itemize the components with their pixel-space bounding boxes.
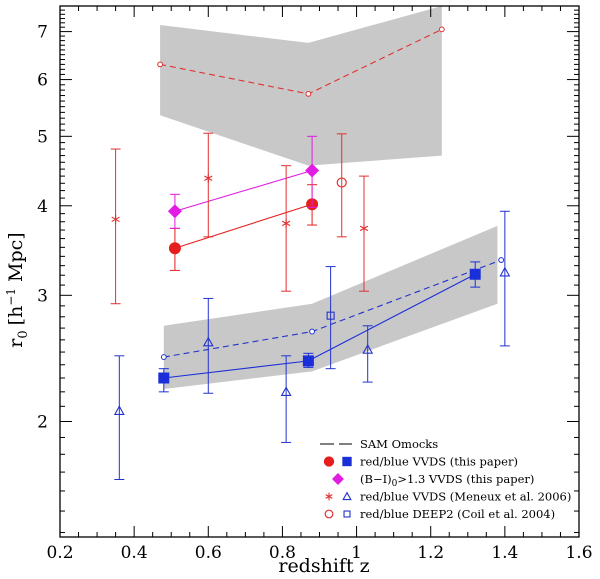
data-point-blue-vvds-this-paper <box>158 372 170 384</box>
series-line-red-vvds-this-paper <box>174 203 313 249</box>
data-point-sam-omocks-blue <box>498 257 505 263</box>
x-tick-label: 0.6 <box>195 543 222 563</box>
data-point-b-i-0-1-3-vvds-this-paper <box>305 163 320 178</box>
data-point-blue-deep2-coil-et-al-2004 <box>326 311 335 320</box>
y-tick-label: 7 <box>37 23 48 43</box>
legend-symbol-open-triangle <box>342 491 352 501</box>
y-label-sub: 0 <box>16 330 31 338</box>
data-point-red-vvds-meneux-et-al-2006 <box>204 173 213 183</box>
legend-label: red/blue VVDS (Meneux et al. 2006) <box>360 490 571 504</box>
legend-label: SAM Omocks <box>360 437 438 451</box>
data-point-sam-omocks-blue <box>160 354 167 360</box>
x-tick-label: 1.2 <box>417 543 444 563</box>
y-tick-label: 6 <box>37 71 48 91</box>
sam-band-0 <box>160 6 442 166</box>
data-point-red-deep2-coil-et-al-2004 <box>336 177 347 188</box>
y-tick-label: 3 <box>37 286 48 306</box>
y-tick-label: 4 <box>37 197 48 217</box>
data-point-red-vvds-meneux-et-al-2006 <box>281 218 291 228</box>
data-point-blue-vvds-meneux-et-al-2006 <box>202 336 214 347</box>
data-point-blue-vvds-meneux-et-al-2006 <box>499 266 511 277</box>
legend-label-sub: 0 <box>392 479 398 489</box>
y-tick-label: 5 <box>37 127 48 147</box>
data-point-sam-omocks-red <box>157 61 163 68</box>
y-label-r: r <box>5 338 27 348</box>
bands-layer <box>160 6 498 390</box>
x-tick-label: 1.6 <box>565 543 592 563</box>
data-point-sam-omocks-red <box>305 91 312 97</box>
tick-labels-layer: 0.2 0.4 0.6 0.8 1 1.2 1.4 1.6 2 3 4 5 6 7 <box>37 23 592 563</box>
legend-symbol-filled-circle <box>323 456 335 467</box>
legend-symbol-filled-square <box>342 456 352 467</box>
data-point-blue-vvds-this-paper <box>469 268 481 280</box>
legend-symbol-open-square <box>343 510 351 518</box>
x-tick-label: 0.2 <box>46 543 73 563</box>
data-point-blue-vvds-this-paper <box>302 355 314 367</box>
legend-label-main: (B−I) <box>360 472 392 486</box>
data-point-red-vvds-this-paper <box>168 242 181 255</box>
x-tick-label: 1.4 <box>491 543 518 563</box>
data-point-blue-vvds-meneux-et-al-2006 <box>280 386 292 396</box>
legend-label: (B−I)0>1.3 VVDS (this paper) <box>360 472 534 489</box>
data-point-b-i-0-1-3-vvds-this-paper <box>167 204 182 219</box>
data-point-sam-omocks-red <box>438 26 445 33</box>
legend-label: red/blue DEEP2 (Coil et al. 2004) <box>360 507 555 521</box>
legend-symbol-filled-diamond <box>332 473 344 485</box>
x-axis-label: redshift z <box>278 555 369 577</box>
x-tick-label: 1 <box>351 543 362 563</box>
ticks-layer <box>59 5 580 537</box>
y-tick-label: 2 <box>37 413 48 433</box>
y-axis-label: r0 [h−1 Mpc] <box>4 232 31 347</box>
legend-symbol-open-circle <box>324 509 334 519</box>
y-label-sup: −1 <box>4 288 18 306</box>
x-tick-label: 0.8 <box>269 543 296 563</box>
data-point-red-vvds-meneux-et-al-2006 <box>111 214 120 224</box>
points-layer <box>110 26 511 481</box>
data-point-blue-vvds-meneux-et-al-2006 <box>362 343 374 354</box>
legend-label-rest: >1.3 VVDS (this paper) <box>397 472 534 486</box>
x-tick-label: 0.4 <box>121 543 148 563</box>
data-point-sam-omocks-blue <box>309 328 315 335</box>
data-point-blue-vvds-meneux-et-al-2006 <box>113 405 125 415</box>
legend-label: red/blue VVDS (this paper) <box>360 455 518 469</box>
data-point-red-vvds-meneux-et-al-2006 <box>359 223 369 233</box>
legend-symbol-asterisk <box>325 492 333 501</box>
legend: SAM Omocks red/blue VVDS (this paper) (B−I… <box>320 437 571 521</box>
y-label-close: Mpc] <box>5 232 27 288</box>
series-line-b-i-0-1-3-vvds-this-paper <box>174 169 313 212</box>
y-label-open: [h <box>5 306 27 326</box>
